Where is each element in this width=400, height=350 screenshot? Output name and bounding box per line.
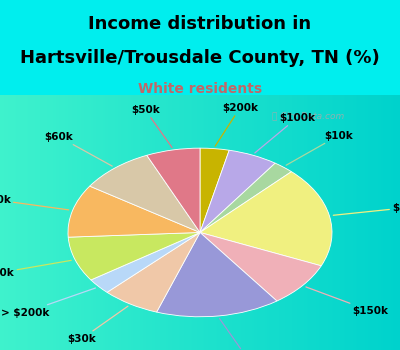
Text: Income distribution in: Income distribution in [88, 15, 312, 33]
Text: $100k: $100k [255, 113, 315, 153]
Wedge shape [200, 232, 321, 301]
Wedge shape [68, 232, 200, 280]
Wedge shape [200, 163, 292, 232]
Text: $200k: $200k [215, 103, 258, 146]
Text: $50k: $50k [131, 105, 172, 147]
Wedge shape [107, 232, 200, 312]
Wedge shape [147, 148, 200, 232]
Text: $40k: $40k [0, 195, 69, 210]
Text: $20k: $20k [0, 260, 71, 278]
Wedge shape [200, 150, 275, 232]
Text: $75k: $75k [333, 203, 400, 215]
Wedge shape [200, 172, 332, 266]
Wedge shape [90, 155, 200, 232]
Text: $60k: $60k [45, 132, 112, 166]
Wedge shape [200, 148, 229, 232]
Wedge shape [91, 232, 200, 292]
Text: $10k: $10k [286, 131, 353, 165]
Wedge shape [68, 186, 200, 237]
Text: ⛟ City-Data.com: ⛟ City-Data.com [272, 112, 344, 121]
Text: > $200k: > $200k [1, 288, 96, 317]
Text: White residents: White residents [138, 82, 262, 96]
Text: $30k: $30k [68, 306, 128, 344]
Wedge shape [157, 232, 277, 317]
Text: $150k: $150k [306, 287, 389, 316]
Text: Hartsville/Trousdale County, TN (%): Hartsville/Trousdale County, TN (%) [20, 49, 380, 67]
Text: $125k: $125k [220, 318, 264, 350]
